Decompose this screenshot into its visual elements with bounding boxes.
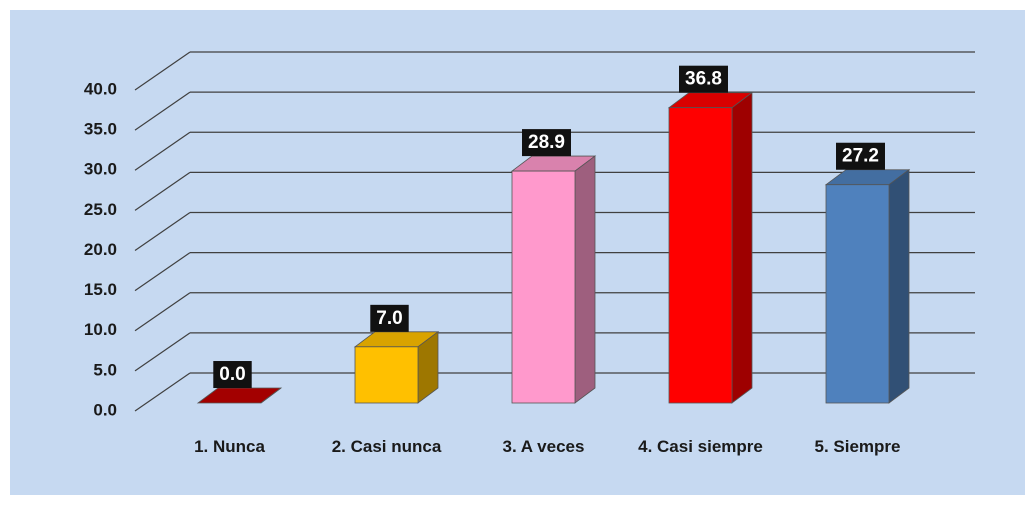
y-tick-label: 20.0 [84, 240, 117, 259]
data-label-box [213, 361, 252, 389]
data-label: 0.0 [219, 364, 245, 385]
y-tick-label: 30.0 [84, 160, 117, 179]
y-tick-label: 25.0 [84, 200, 117, 219]
grid-line-side [134, 212, 191, 251]
grid-line-side [134, 252, 191, 292]
grid-line-side [134, 131, 191, 171]
grid-line-side [134, 292, 191, 332]
data-label: 28.9 [528, 132, 565, 153]
bar-side [574, 155, 596, 404]
y-tick-label: 40.0 [84, 79, 117, 98]
bar [354, 346, 419, 404]
grid-line-side [134, 332, 191, 372]
y-tick-label: 0.0 [93, 400, 117, 419]
x-tick-label: 5. Siempre [814, 437, 901, 456]
grid-line-side [134, 372, 191, 412]
y-tick-label: 35.0 [84, 120, 117, 139]
data-label: 27.2 [842, 146, 879, 167]
x-tick-label: 2. Casi nunca [331, 437, 442, 456]
x-tick-label: 4. Casi siempre [638, 437, 763, 456]
bar [668, 107, 733, 404]
grid-line-side [134, 171, 191, 211]
x-tick-label: 1. Nunca [194, 437, 265, 456]
grid-line-side [134, 51, 191, 91]
y-tick-label: 5.0 [93, 360, 117, 379]
y-tick-label: 10.0 [84, 320, 117, 339]
bar [825, 184, 890, 404]
bar-side [260, 387, 282, 404]
grid-line-side [134, 91, 191, 131]
data-label-box [679, 65, 728, 93]
data-label-box [836, 142, 885, 170]
data-label: 36.8 [685, 69, 722, 90]
y-tick-label: 15.0 [84, 280, 117, 299]
bar [511, 170, 576, 404]
data-label-box [370, 304, 409, 332]
bar-side [888, 168, 910, 404]
data-label-box [522, 129, 571, 157]
data-label: 7.0 [376, 308, 402, 329]
bar-side [731, 91, 753, 404]
x-tick-label: 3. A veces [502, 437, 585, 456]
